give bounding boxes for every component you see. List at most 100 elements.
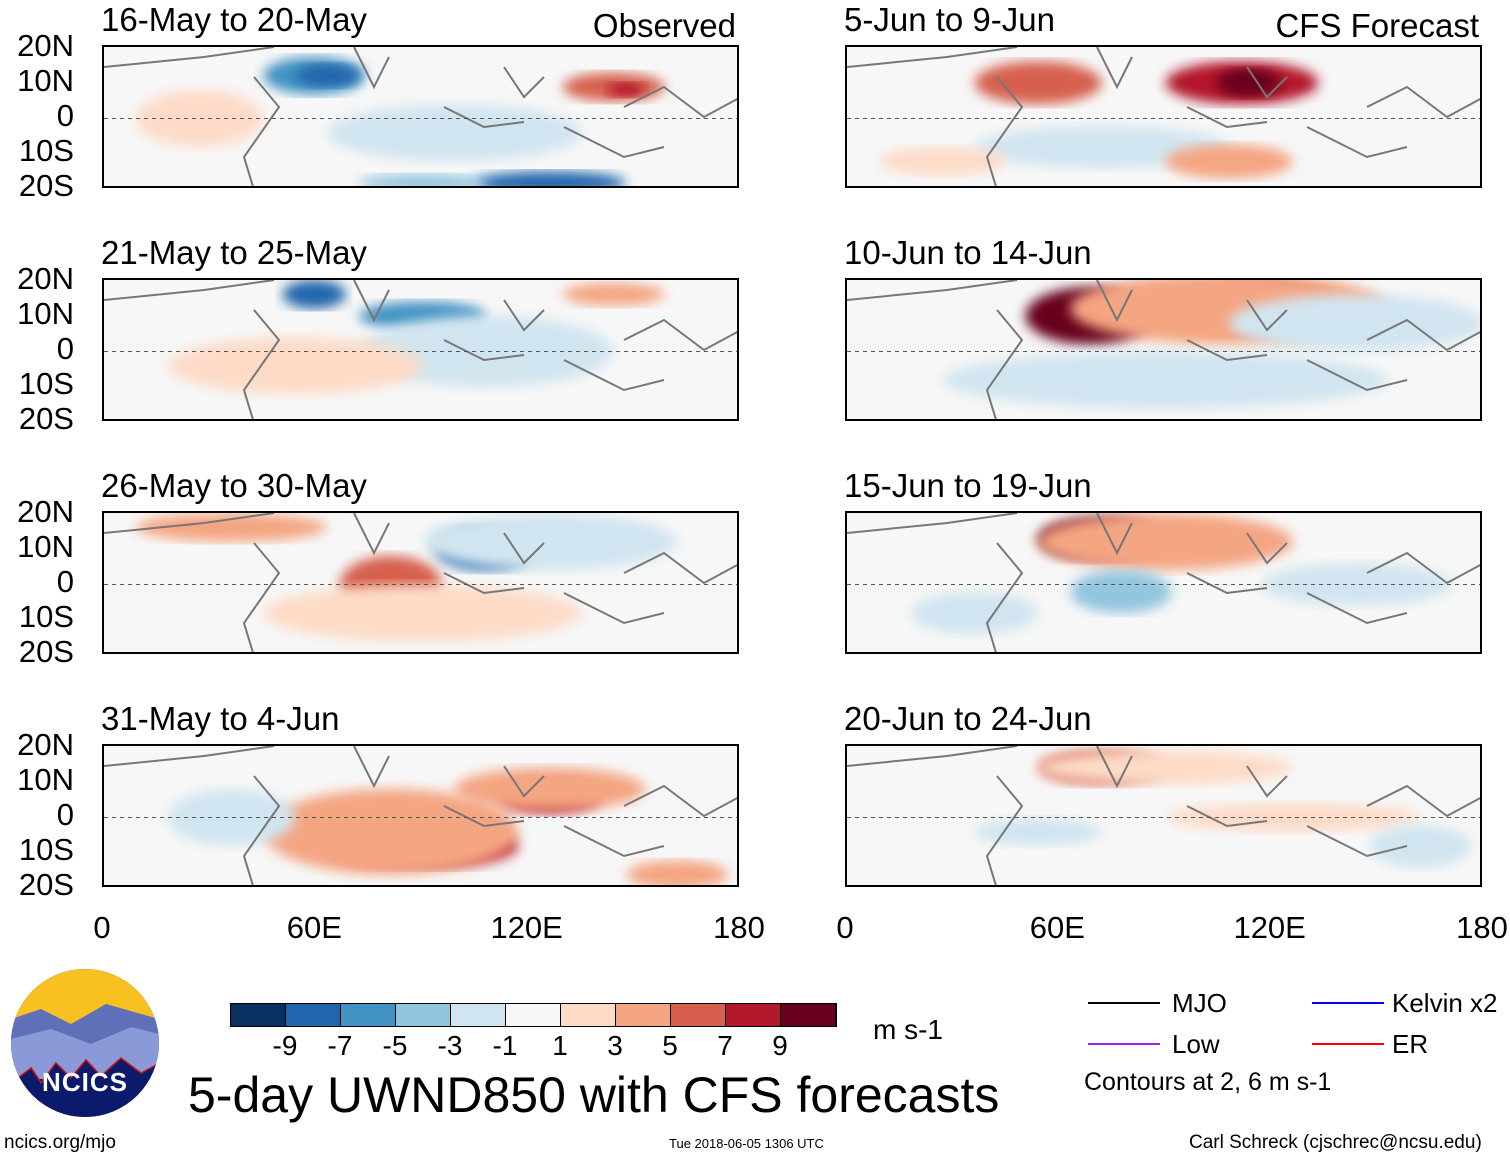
map-panel-forecast	[845, 45, 1482, 188]
footer-timestamp: Tue 2018-06-05 1306 UTC	[669, 1136, 824, 1151]
anomaly-region	[358, 315, 614, 388]
coastline	[847, 513, 1480, 652]
lat-label: 20S	[18, 401, 74, 436]
panel-title: 16-May to 20-May	[101, 1, 367, 38]
figure-title: 5-day UWND850 with CFS forecasts	[188, 1067, 1000, 1123]
map-panel-observed	[102, 511, 739, 654]
colorbar-swatch	[231, 1004, 286, 1026]
anomaly-region	[358, 174, 487, 186]
legend-low: Low	[1172, 1029, 1220, 1059]
lon-label: 180	[1456, 910, 1508, 945]
anomaly-region	[1165, 144, 1293, 179]
map-panel-observed	[102, 45, 739, 188]
lon-label: 180	[713, 910, 765, 945]
lat-label: 10S	[18, 133, 74, 168]
anomaly-region	[1038, 513, 1293, 571]
anomaly-region	[1369, 824, 1472, 868]
colorbar-swatch	[616, 1004, 671, 1026]
colorbar-swatch	[506, 1004, 561, 1026]
legend-er-line	[1312, 1043, 1384, 1045]
anomaly-region	[1261, 563, 1453, 606]
panel-title: 21-May to 25-May	[101, 234, 367, 271]
anomaly-region	[167, 337, 423, 395]
coastline	[104, 746, 737, 885]
footer-link[interactable]: ncics.org/mjo	[4, 1132, 116, 1153]
anomaly-region	[607, 82, 646, 98]
map-panel-forecast	[845, 278, 1482, 421]
anomaly-region	[295, 64, 359, 88]
legend-mjo: MJO	[1172, 988, 1227, 1018]
panel-title: 5-Jun to 9-Jun	[844, 1, 1055, 38]
anomaly-region	[1216, 68, 1281, 98]
colorbar-label: -1	[492, 1030, 518, 1061]
colorbar-label: 1	[552, 1030, 568, 1061]
lat-label: 20S	[18, 634, 74, 669]
panel-title: 10-Jun to 14-Jun	[844, 234, 1092, 271]
coastline	[847, 47, 1480, 186]
lat-label: 0	[56, 564, 74, 599]
anomaly-region	[135, 513, 327, 542]
legend-mjo-line	[1088, 1002, 1160, 1004]
lat-label: 10N	[17, 296, 74, 331]
lat-label: 20N	[17, 261, 74, 296]
anomaly-region	[974, 817, 1102, 847]
panel-title: 15-Jun to 19-Jun	[844, 467, 1092, 504]
panel-title: 20-Jun to 24-Jun	[844, 700, 1092, 737]
colorbar-label: -7	[327, 1030, 353, 1061]
anomaly-region	[1038, 750, 1293, 785]
lat-label: 0	[56, 98, 74, 133]
map-panel-forecast	[845, 744, 1482, 887]
contour-note: Contours at 2, 6 m s-1	[1084, 1068, 1332, 1096]
colorbar-swatch	[726, 1004, 781, 1026]
ncics-logo: NCICS	[11, 969, 159, 1117]
lat-label: 20N	[17, 28, 74, 63]
colorbar-label: 9	[772, 1030, 788, 1061]
colorbar-swatch	[396, 1004, 451, 1026]
anomaly-region	[167, 788, 296, 847]
lon-label: 60E	[1029, 910, 1085, 945]
lat-label: 10N	[17, 762, 74, 797]
coastline	[104, 47, 737, 186]
anomaly-region	[974, 61, 1102, 105]
lat-label: 10S	[18, 832, 74, 867]
legend-kelvin-line	[1312, 1002, 1384, 1004]
anomaly-region	[135, 89, 264, 148]
lat-label: 10N	[17, 529, 74, 564]
lat-label: 0	[56, 331, 74, 366]
coastline	[104, 513, 737, 652]
colorbar-label: -5	[382, 1030, 408, 1061]
colorbar-label: -3	[437, 1030, 463, 1061]
lon-label: 120E	[490, 910, 563, 945]
colorbar-swatch	[781, 1004, 836, 1026]
colorbar-label: 7	[717, 1030, 733, 1061]
colorbar-units: m s-1	[873, 1014, 943, 1045]
colorbar-swatch	[671, 1004, 726, 1026]
colorbar-swatch	[451, 1004, 506, 1026]
lat-label: 0	[56, 797, 74, 832]
lon-label: 0	[836, 910, 854, 945]
colorbar-swatch	[561, 1004, 616, 1026]
anomaly-region	[326, 104, 582, 162]
panel-title: 26-May to 30-May	[101, 467, 367, 504]
colorbar-swatch	[341, 1004, 396, 1026]
anomaly-region	[422, 513, 678, 571]
footer-author: Carl Schreck (cjschrec@ncsu.edu)	[1189, 1132, 1482, 1153]
anomaly-region	[910, 591, 1039, 635]
anomaly-region	[282, 280, 347, 309]
anomaly-region	[974, 125, 1230, 169]
map-panel-forecast	[845, 511, 1482, 654]
colorbar-label: 5	[662, 1030, 678, 1061]
colorbar-label: -9	[272, 1030, 298, 1061]
anomaly-region	[454, 767, 646, 811]
lat-label: 10N	[17, 63, 74, 98]
lat-label: 20N	[17, 727, 74, 762]
coastline	[104, 280, 737, 419]
colorbar-swatch	[286, 1004, 341, 1026]
anomaly-region	[263, 584, 582, 642]
logo-text: NCICS	[42, 1067, 128, 1097]
lon-label: 0	[93, 910, 111, 945]
lat-label: 20N	[17, 494, 74, 529]
anomaly-region	[473, 171, 627, 186]
lon-label: 120E	[1233, 910, 1306, 945]
legend-low-line	[1088, 1043, 1160, 1045]
